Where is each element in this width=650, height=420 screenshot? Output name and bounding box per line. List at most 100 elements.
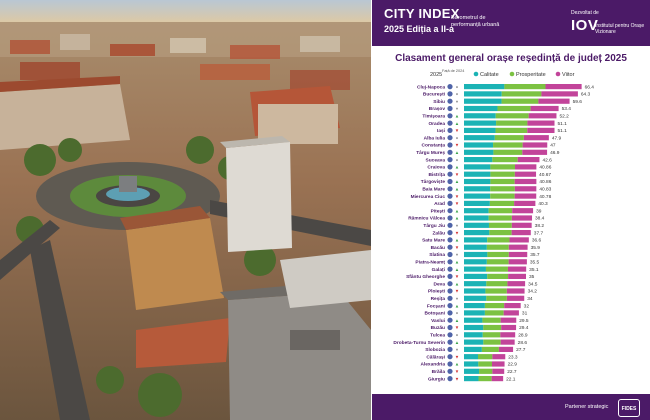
rank-circle: [447, 149, 453, 155]
total-value-label: 40.86: [539, 179, 551, 185]
change-indicator-down: ▼: [455, 274, 459, 279]
index-title: CITY INDEX: [384, 6, 460, 21]
city-label: Alba Iulia: [424, 135, 446, 141]
change-indicator-up: ▲: [455, 362, 459, 367]
aerial-city-photo: [0, 0, 371, 420]
total-value-label: 22.1: [506, 376, 516, 382]
rank-circle: [447, 324, 453, 331]
total-value-label: 51.1: [558, 128, 568, 134]
prosperitate-segment: [483, 324, 502, 331]
viitor-segment: [508, 251, 528, 258]
prosperitate-segment: [495, 113, 529, 119]
total-value-label: 36.6: [532, 238, 542, 244]
calitate-segment: [464, 193, 491, 199]
viitor-segment: [528, 113, 557, 119]
change-indicator-same: ●: [456, 311, 459, 316]
rank-circle: [447, 368, 453, 374]
prosperitate-segment: [490, 178, 515, 185]
city-label: Bistrița: [428, 172, 445, 178]
calitate-segment: [464, 339, 484, 345]
calitate-segment: [464, 303, 485, 309]
rank-circle: [447, 339, 453, 345]
total-value-label: 22.7: [507, 369, 517, 375]
rank-circle: [447, 171, 453, 177]
total-value-label: 31: [522, 311, 528, 317]
change-label: Față de 2024: [442, 69, 464, 73]
total-value-label: 35.5: [530, 260, 540, 266]
calitate-segment: [464, 208, 489, 214]
viitor-segment: [514, 193, 537, 199]
calitate-segment: [464, 120, 497, 126]
prosperitate-segment: [490, 193, 515, 199]
city-label: Târgu Jiu: [423, 223, 445, 229]
fides-logo: FIDES: [618, 399, 640, 417]
total-value-label: 34.2: [528, 289, 538, 295]
total-value-label: 51.1: [558, 121, 568, 127]
city-label: Brăila: [432, 369, 446, 375]
viitor-segment: [508, 273, 526, 279]
calitate-segment: [464, 200, 490, 206]
prosperitate-segment: [494, 135, 524, 141]
change-indicator-same: ●: [456, 106, 459, 111]
prosperitate-segment: [493, 149, 523, 155]
edition-label: 2025 Ediția a II-a: [384, 24, 455, 34]
prosperitate-segment: [488, 208, 513, 214]
prosperitate-segment: [483, 339, 501, 345]
city-label: Sibiu: [433, 99, 445, 105]
total-value-label: 23.3: [508, 354, 518, 360]
calitate-segment: [464, 317, 483, 323]
city-label: Iași: [437, 128, 445, 134]
change-indicator-down: ▼: [455, 245, 459, 250]
prosperitate-segment: [488, 215, 512, 221]
total-value-label: 29.4: [519, 325, 529, 331]
total-value-label: 35.7: [530, 252, 540, 258]
total-value-label: 38.2: [535, 223, 545, 229]
total-value-label: 40.83: [539, 187, 551, 193]
viitor-segment: [498, 346, 514, 352]
calitate-segment: [464, 368, 480, 374]
city-label: Sfântu Gheorghe: [406, 274, 445, 280]
prosperitate-segment: [492, 157, 518, 163]
city-label: București: [423, 92, 445, 98]
calitate-segment: [464, 288, 486, 294]
total-value-label: 40.67: [539, 172, 551, 178]
rank-circle: [447, 157, 453, 163]
viitor-segment: [514, 178, 537, 185]
total-value-label: 46.9: [550, 150, 560, 156]
change-indicator-up: ▲: [455, 260, 459, 265]
rank-circle: [447, 281, 453, 287]
viitor-segment: [506, 288, 525, 294]
rank-circle: [447, 215, 453, 221]
rank-circle: [447, 354, 453, 360]
total-value-label: 52.2: [559, 114, 569, 120]
total-value-label: 42.6: [542, 157, 552, 163]
total-value-label: 35.9: [531, 245, 541, 251]
viitor-segment: [545, 84, 582, 90]
viitor-segment: [530, 105, 559, 112]
viitor-segment: [527, 120, 555, 126]
institute-name: Institutul pentru Orașe Vizionare: [595, 23, 645, 35]
viitor-segment: [506, 295, 525, 301]
change-indicator-up: ▲: [455, 114, 459, 119]
rank-circle: [447, 127, 453, 133]
calitate-segment: [464, 157, 493, 163]
viitor-segment: [522, 149, 548, 155]
rank-circle: [447, 251, 453, 258]
prosperitate-segment: [482, 317, 501, 323]
rank-circle: [447, 230, 453, 236]
calitate-segment: [464, 230, 490, 236]
prosperitate-segment: [478, 361, 492, 367]
viitor-segment: [522, 142, 548, 148]
total-value-label: 40.3: [538, 201, 548, 207]
total-value-label: 47.9: [552, 135, 562, 141]
city-label: Constanța: [422, 143, 446, 149]
rank-circle: [447, 142, 453, 148]
viitor-segment: [500, 317, 517, 323]
viitor-segment: [517, 157, 540, 163]
rank-circle: [447, 273, 453, 279]
city-label: Pitești: [431, 208, 445, 214]
calitate-segment: [464, 105, 498, 112]
viitor-segment: [507, 266, 527, 272]
total-value-label: 28.6: [518, 340, 528, 346]
total-value-label: 40.86: [539, 165, 551, 171]
